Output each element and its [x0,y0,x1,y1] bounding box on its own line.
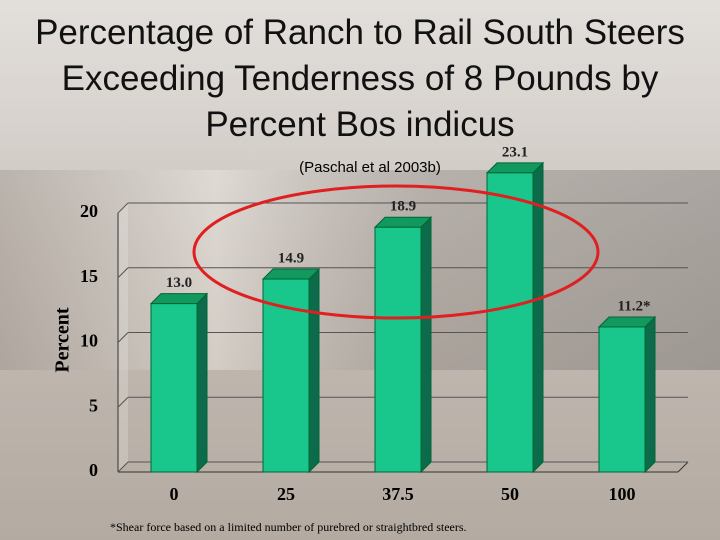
value-label: 13.0 [166,275,192,291]
x-tick-label: 0 [170,484,179,504]
grid-line-side [117,396,129,408]
bar-side [420,216,432,474]
plot: 0 5 10 15 20 0 13.0 25 14.9 37.5 18.9 50 23.1 100 11.2… [80,144,689,504]
bar-side [196,292,208,474]
bar-top [149,293,209,305]
x-tick-label: 100 [609,484,636,504]
subtitle: (Paschal et al 2003b) [299,159,441,176]
grid-line-side [117,202,129,214]
bar-side [308,267,320,474]
bar [598,326,646,473]
x-tick-label: 50 [501,484,519,504]
y-tick-label: 5 [89,395,98,415]
value-label: 11.2* [618,298,651,314]
footnote: *Shear force based on a limited number o… [110,520,467,534]
grid-line-side [117,267,129,279]
bar-top [261,268,321,280]
value-label: 23.1 [502,144,528,160]
bar-top [597,316,657,328]
bar-side [644,315,656,474]
y-tick-label: 15 [80,266,98,286]
bar-top [485,162,545,174]
bar [150,303,198,473]
value-label: 14.9 [278,250,304,266]
x-tick-label: 25 [277,484,295,504]
grid-line-side [117,332,129,343]
highlight-ellipse [192,184,600,320]
y-tick-label: 10 [80,331,98,351]
bar-top [373,216,433,228]
bar [486,172,534,473]
y-tick-label: 0 [89,460,98,480]
y-tick-label: 20 [80,201,98,221]
chart-title: Percentage of Ranch to Rail South Steers… [35,13,685,144]
floor-right [677,461,689,473]
grid-line-side [117,461,129,473]
value-label: 18.9 [390,199,416,215]
x-tick-label: 37.5 [382,484,414,504]
y-axis-title: Percent [52,307,74,372]
bar-side [532,161,544,474]
bar [374,226,422,473]
